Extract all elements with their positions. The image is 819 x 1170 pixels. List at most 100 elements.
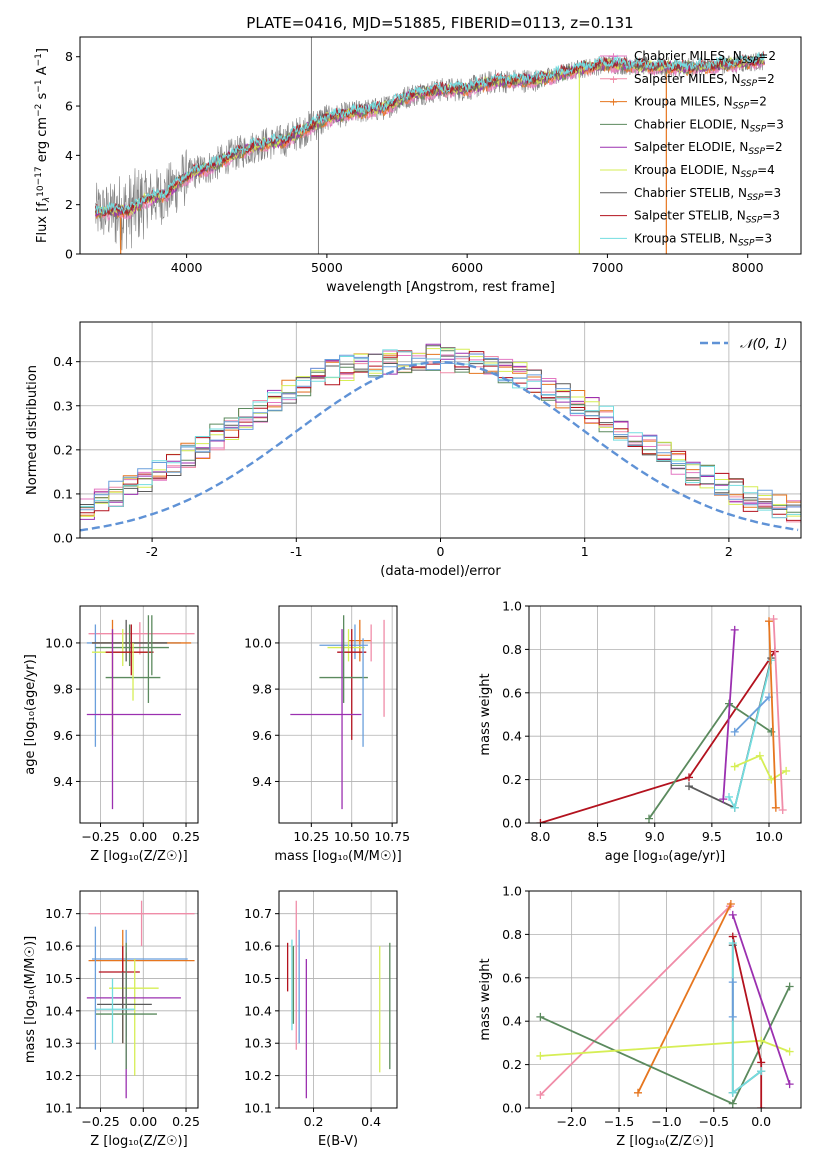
weight-point-marker bbox=[757, 1104, 766, 1108]
axes-frame bbox=[79, 605, 199, 824]
histogram-step-line bbox=[80, 350, 801, 518]
y-axis-label-part: −2 bbox=[34, 104, 44, 117]
axes-frame bbox=[528, 890, 802, 1109]
y-axis-label-part: Flux [f bbox=[35, 202, 50, 243]
y-tick-label: 10.4 bbox=[244, 1003, 272, 1018]
y-tick-label: 1.0 bbox=[502, 884, 522, 899]
weight-point-marker bbox=[785, 982, 794, 991]
weight-point-marker bbox=[728, 1088, 737, 1097]
y-tick-label: 0.3 bbox=[53, 398, 73, 413]
weight-series-line bbox=[540, 651, 776, 823]
errorbar-point bbox=[327, 629, 365, 662]
y-tick-label: 0.0 bbox=[502, 1101, 522, 1116]
legend-label-main: Kroupa MILES, N bbox=[634, 95, 733, 109]
errorbar-point bbox=[105, 624, 154, 676]
y-tick-label: 0.0 bbox=[502, 816, 522, 831]
legend-label-sub: SSP bbox=[738, 238, 755, 248]
x-tick-label: 7000 bbox=[592, 260, 624, 275]
legend-label-sub: SSP bbox=[733, 102, 750, 112]
weight-series bbox=[728, 910, 794, 1089]
weight-point-marker bbox=[536, 1090, 545, 1099]
spectrum-plot bbox=[94, 37, 765, 254]
weight-point-marker bbox=[728, 978, 737, 987]
weight-point-marker bbox=[536, 1051, 545, 1060]
weight-series bbox=[536, 982, 794, 1108]
x-tick-label: 0.00 bbox=[129, 829, 157, 844]
legend-label-main: Kroupa STELIB, N bbox=[634, 231, 738, 245]
legend-marker: + bbox=[609, 96, 618, 109]
histogram-step-line bbox=[80, 348, 801, 517]
y-tick-label: 10.6 bbox=[244, 939, 272, 954]
histogram-step-line bbox=[80, 343, 801, 521]
legend-label: Salpeter STELIB, NSSP=3 bbox=[634, 209, 780, 226]
legend-label-sub: SSP bbox=[747, 193, 764, 203]
x-tick-label: −1.5 bbox=[604, 1114, 634, 1129]
legend-label-main: Chabrier STELIB, N bbox=[634, 186, 747, 200]
x-tick-label: 8000 bbox=[732, 260, 764, 275]
x-tick-label: 9.0 bbox=[645, 829, 665, 844]
axes-frame bbox=[79, 36, 802, 255]
weight-point-marker bbox=[730, 727, 739, 736]
weight-series bbox=[536, 647, 779, 823]
weight-point-marker bbox=[755, 751, 764, 760]
spectrum-legend: + Chabrier MILES, NSSP=2+ Salpeter MILES, … bbox=[600, 49, 784, 248]
legend-label-value: =3 bbox=[762, 209, 780, 223]
y-tick-label: 10.5 bbox=[244, 971, 272, 986]
legend-label-value: =2 bbox=[758, 49, 776, 63]
x-tick-label: 10.75 bbox=[374, 829, 410, 844]
axes-frame bbox=[79, 890, 199, 1109]
z-weight-axes: −2.0 −1.5 −1.0 −0.5 0.0 0.0 0.2 0.4 0.6 0.8 1.0 Z [… bbox=[478, 884, 802, 1149]
x-tick-label: -1 bbox=[290, 544, 302, 559]
errorbar-point bbox=[88, 622, 195, 655]
y-tick-label: 10.0 bbox=[45, 635, 73, 650]
legend-label: Salpeter ELODIE, NSSP=2 bbox=[634, 140, 783, 157]
weight-series-line bbox=[648, 702, 772, 820]
y-tick-label: 0.2 bbox=[502, 772, 522, 787]
mass-age-axes: 10.25 10.50 10.75 9.4 9.6 9.8 10.0 mass [log₁₀(… bbox=[244, 605, 410, 864]
y-tick-label: 0.2 bbox=[502, 1057, 522, 1072]
legend-label-value: =2 bbox=[765, 140, 783, 154]
x-tick-label: −0.25 bbox=[81, 1114, 119, 1129]
weight-series bbox=[765, 617, 780, 812]
weight-point-marker bbox=[757, 1058, 766, 1067]
weight-point-marker bbox=[782, 766, 791, 775]
histogram-step-line bbox=[80, 345, 801, 517]
errorbar-point bbox=[319, 615, 368, 703]
weight-point-marker bbox=[536, 1012, 545, 1021]
y-tick-label: 9.8 bbox=[252, 682, 272, 697]
x-tick-label: −0.5 bbox=[699, 1114, 729, 1129]
axes-frame bbox=[528, 605, 802, 824]
legend-label: Chabrier ELODIE, NSSP=3 bbox=[634, 117, 784, 134]
x-axis-label: (data-model)/error bbox=[380, 564, 501, 579]
weight-point-marker bbox=[785, 1080, 794, 1089]
x-axis-label: age [log₁₀(age/yr)] bbox=[605, 849, 726, 864]
y-tick-label: 0.8 bbox=[502, 642, 522, 657]
weight-series bbox=[536, 1036, 794, 1060]
weight-point-marker bbox=[725, 792, 733, 801]
y-axis-label: Normed distribution bbox=[25, 365, 40, 495]
mass-age-plot bbox=[290, 615, 385, 810]
x-tick-label: 5000 bbox=[311, 260, 343, 275]
weight-series-line bbox=[731, 914, 791, 1085]
weight-point-marker bbox=[730, 803, 739, 812]
y-axis-label: Flux [fλ10−17 erg cm−2 s−1 A−1] bbox=[34, 48, 52, 243]
weight-point-marker bbox=[757, 1036, 766, 1045]
legend-marker: + bbox=[609, 73, 618, 86]
y-tick-label: 0.8 bbox=[502, 927, 522, 942]
x-tick-label: 0.25 bbox=[172, 1114, 200, 1129]
y-tick-label: 0.4 bbox=[502, 729, 522, 744]
x-axis-label: Z [log₁₀(Z/Z☉)] bbox=[90, 849, 187, 864]
histogram-step-line bbox=[80, 353, 801, 511]
normal-distribution-line bbox=[80, 360, 799, 532]
weight-series-line bbox=[722, 629, 736, 800]
weight-point-marker bbox=[633, 1088, 642, 1097]
legend-label-sub: SSP bbox=[750, 124, 767, 134]
legend-label-main: Chabrier ELODIE, N bbox=[634, 117, 750, 131]
legend-label: 𝒩(0, 1) bbox=[740, 337, 787, 352]
y-tick-label: 9.4 bbox=[53, 774, 73, 789]
ebv-mass-axes: 0.2 0.4 10.1 10.2 10.3 10.4 10.5 10.6 10.7 E(B-V) bbox=[244, 890, 398, 1149]
y-tick-label: 0.4 bbox=[53, 354, 73, 369]
y-tick-label: 9.6 bbox=[252, 728, 272, 743]
weight-point-marker bbox=[757, 1067, 766, 1076]
